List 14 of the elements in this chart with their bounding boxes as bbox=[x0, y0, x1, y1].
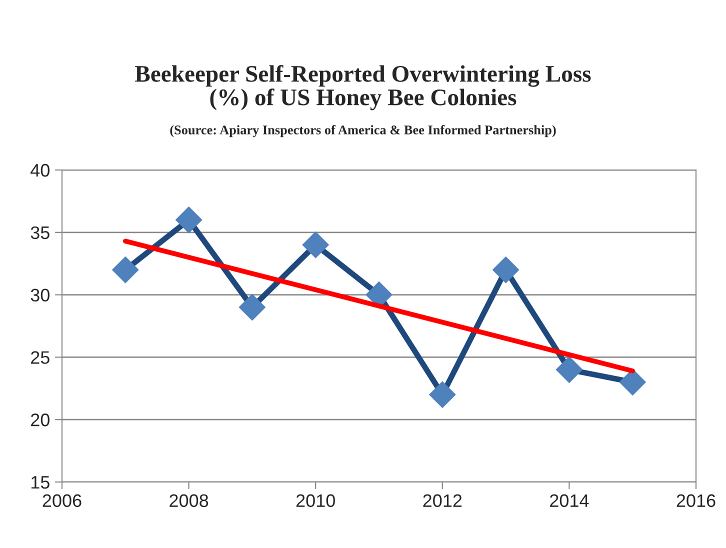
y-tick-label: 25 bbox=[31, 351, 50, 364]
chart-title: Beekeeper Self-Reported Overwintering Loss (%) of US Honey Bee Colonies bbox=[135, 65, 591, 110]
x-tick-label: 2006 bbox=[42, 494, 82, 508]
x-tick-label: 2016 bbox=[676, 494, 716, 508]
x-tick-label: 2012 bbox=[423, 494, 462, 508]
y-tick-label: 35 bbox=[30, 226, 50, 240]
y-tick-label: 40 bbox=[30, 164, 50, 177]
x-tick-label: 2014 bbox=[550, 494, 589, 508]
y-tick-label: 30 bbox=[30, 288, 50, 302]
x-tick-label: 2008 bbox=[170, 494, 208, 508]
x-tick-label: 2010 bbox=[296, 494, 335, 508]
y-tick-label: 15 bbox=[31, 476, 50, 489]
chart-subtitle: (Source: Apiary Inspectors of America & Bee Informed Partnership) bbox=[170, 125, 556, 138]
y-tick-label: 20 bbox=[31, 414, 50, 426]
